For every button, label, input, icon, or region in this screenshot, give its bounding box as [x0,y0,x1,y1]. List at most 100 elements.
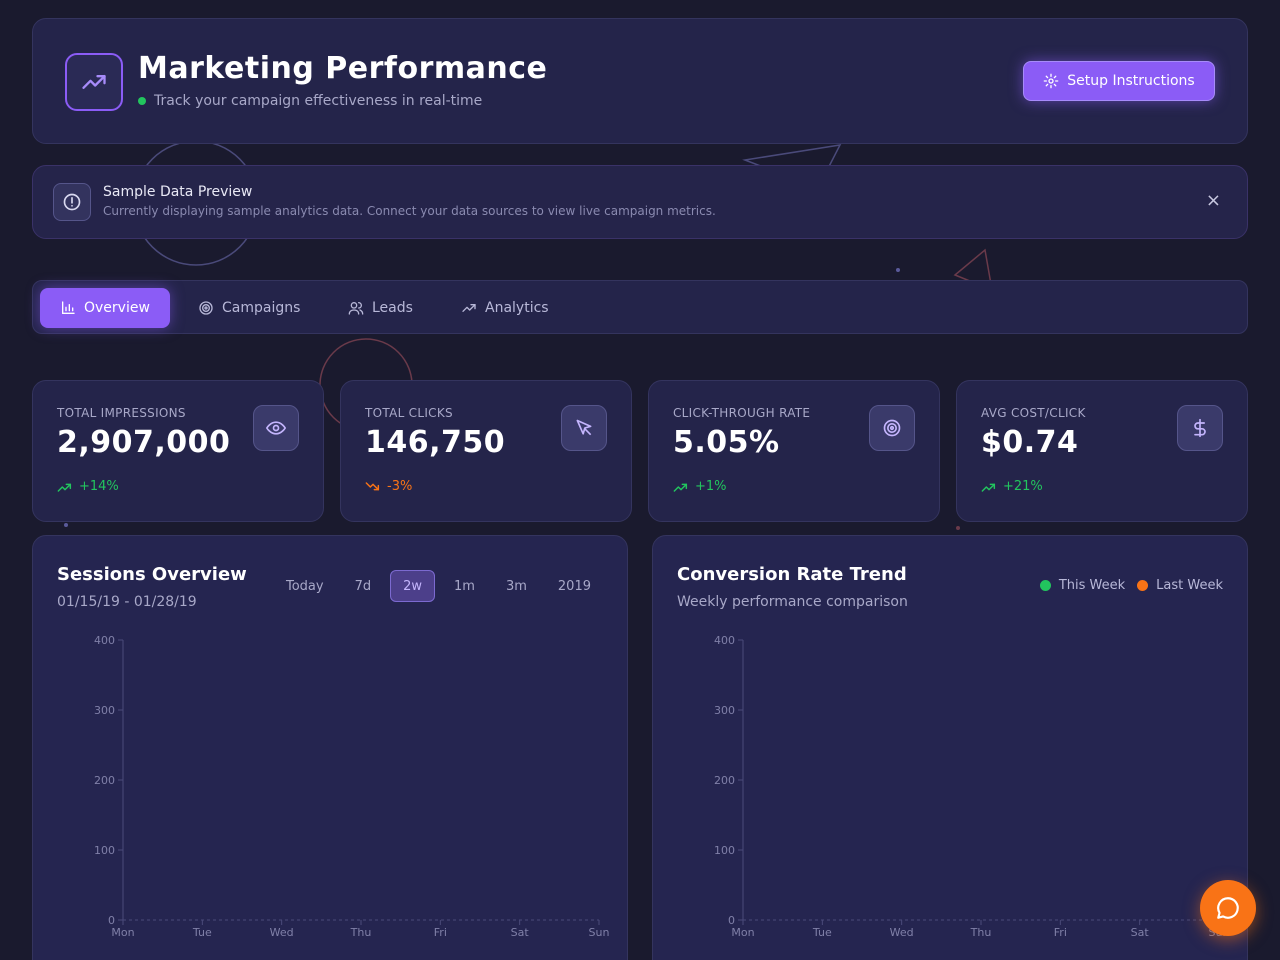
sample-data-notice: Sample Data Preview Currently displaying… [32,165,1248,239]
date-range: 01/15/19 - 01/28/19 [57,594,197,610]
legend-item-this-week: This Week [1039,578,1125,593]
alert-icon [53,183,91,221]
close-icon[interactable]: × [1205,190,1221,211]
stat-value: 2,907,000 [57,425,231,460]
stat-change: +21% [981,479,1043,494]
page-header: Marketing Performance Track your campaig… [32,18,1248,144]
range-7d[interactable]: 7d [354,578,372,594]
y-tick-label: 200 [94,774,115,787]
chart-title: Conversion Rate Trend [677,564,907,585]
dollar-icon [1177,405,1223,451]
chart-title: Sessions Overview [57,564,247,585]
stat-change-value: +14% [79,479,119,494]
y-tick-label: 0 [108,914,115,927]
setup-button-label: Setup Instructions [1067,73,1195,89]
x-tick-label: Wed [890,926,914,939]
stat-label: AVG COST/CLICK [981,406,1086,420]
x-tick-label: Wed [270,926,294,939]
tab-label: Analytics [485,300,549,316]
tab-campaigns[interactable]: Campaigns [178,288,320,328]
y-tick-label: 200 [714,774,735,787]
x-tick-label: Mon [111,926,134,939]
stat-value: $0.74 [981,425,1079,460]
page-subtitle: Track your campaign effectiveness in rea… [138,93,482,109]
subtitle-text: Track your campaign effectiveness in rea… [154,93,483,109]
chat-icon [1217,897,1239,919]
sessions-chart-card: Sessions Overview 01/15/19 - 01/28/19 To… [32,535,628,960]
eye-icon [253,405,299,451]
x-tick-label: Tue [192,926,212,939]
stat-card-cpc: AVG COST/CLICK $0.74 +21% [956,380,1248,522]
stat-card-clicks: TOTAL CLICKS 146,750 -3% [340,380,632,522]
setup-instructions-button[interactable]: Setup Instructions [1023,61,1215,101]
y-tick-label: 300 [714,704,735,717]
trending-down-icon [365,481,380,490]
range-1m[interactable]: 1m [454,578,475,594]
legend-dot [1039,580,1051,591]
tab-label: Campaigns [222,300,301,316]
trending-up-icon [673,483,688,492]
stat-change: +14% [57,479,119,494]
tab-leads[interactable]: Leads [328,288,433,328]
notice-title: Sample Data Preview [103,184,253,200]
stat-label: CLICK-THROUGH RATE [673,406,811,420]
range-selector: Today 7d 2w 1m 3m 2019 [267,570,603,602]
y-tick-label: 0 [728,914,735,927]
stat-label: TOTAL IMPRESSIONS [57,406,186,420]
stat-change: -3% [365,479,412,494]
y-tick-label: 100 [94,844,115,857]
stat-value: 146,750 [365,425,506,460]
range-3m[interactable]: 3m [505,578,527,594]
trending-up-icon [57,483,72,492]
tab-label: Leads [372,300,413,316]
x-tick-label: Sun [589,926,610,939]
x-tick-label: Tue [812,926,832,939]
y-tick-label: 400 [94,634,115,647]
trending-up-icon [462,304,476,312]
stat-change-value: -3% [387,479,413,494]
stat-change: +1% [673,479,727,494]
x-tick-label: Sat [1131,926,1150,939]
x-tick-label: Mon [731,926,754,939]
tab-analytics[interactable]: Analytics [441,288,569,328]
gear-icon [1043,73,1059,89]
conversion-chart-card: Conversion Rate Trend Weekly performance… [652,535,1248,960]
y-tick-label: 100 [714,844,735,857]
chart-legend: This Week Last Week [1039,578,1223,593]
x-tick-label: Fri [434,926,447,939]
stat-label: TOTAL CLICKS [365,406,453,420]
chat-button[interactable] [1200,880,1256,936]
stat-card-impressions: TOTAL IMPRESSIONS 2,907,000 +14% [32,380,324,522]
y-tick-label: 400 [714,634,735,647]
tab-overview[interactable]: Overview [40,288,170,328]
notice-text: Currently displaying sample analytics da… [103,204,716,218]
x-tick-label: Thu [350,926,372,939]
stat-card-ctr: CLICK-THROUGH RATE 5.05% +1% [648,380,940,522]
range-today[interactable]: Today [285,578,324,594]
bar-chart-icon [62,301,75,314]
logo [65,53,123,111]
legend-label: Last Week [1156,578,1223,593]
trending-up-icon [82,75,106,90]
users-icon [348,302,364,315]
range-2019[interactable]: 2019 [557,578,591,594]
cursor-icon [561,405,607,451]
tab-bar: Overview Campaigns Leads Analytics [32,280,1248,334]
target-icon [869,405,915,451]
page-title: Marketing Performance [138,51,548,86]
trending-up-icon [981,483,996,492]
status-dot [138,97,146,105]
target-icon [199,301,213,315]
x-tick-label: Sat [511,926,530,939]
chart-subtitle: Weekly performance comparison [677,594,908,610]
stat-value: 5.05% [673,425,780,460]
stat-change-value: +1% [695,479,727,494]
y-tick-label: 300 [94,704,115,717]
x-tick-label: Fri [1054,926,1067,939]
x-tick-label: Thu [970,926,992,939]
range-2w[interactable]: 2w [390,570,436,602]
tab-label: Overview [84,300,150,316]
stat-change-value: +21% [1003,479,1043,494]
